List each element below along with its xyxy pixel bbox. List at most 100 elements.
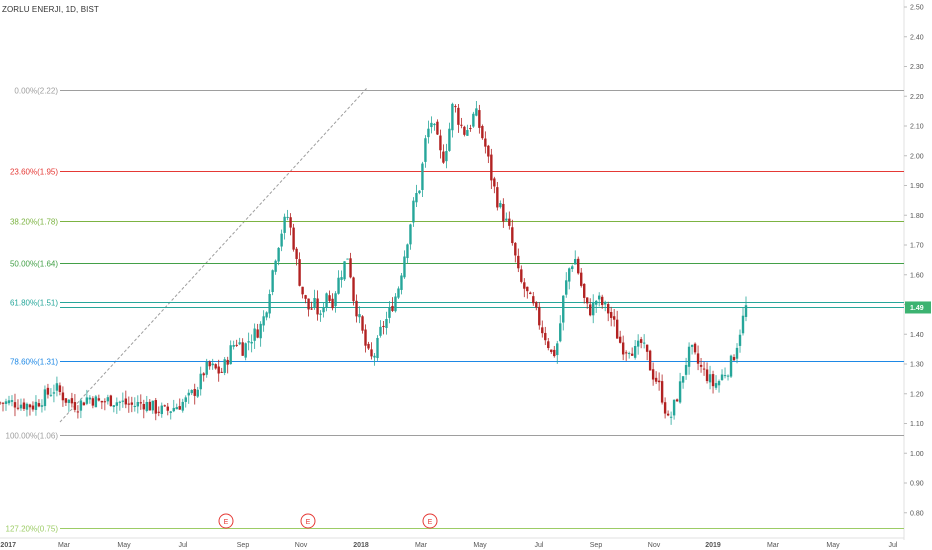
candle-body	[274, 260, 277, 272]
earnings-marker[interactable]: E	[218, 513, 234, 529]
candle-body	[220, 371, 223, 373]
y-tick-label: 2.50	[910, 5, 924, 12]
candle-body	[693, 343, 697, 353]
candle-body	[406, 244, 409, 259]
candle-body	[699, 364, 703, 367]
y-tick-label: 1.00	[910, 451, 924, 458]
candle-body	[124, 398, 128, 405]
x-tick-label: Nov	[648, 542, 661, 549]
candle-body	[559, 323, 562, 342]
candle-body	[442, 151, 445, 163]
candle-body	[31, 405, 35, 410]
candle-body	[115, 402, 119, 406]
candle-body	[657, 380, 661, 383]
candle-body	[412, 200, 415, 223]
candle-body	[49, 394, 53, 396]
candle-body	[648, 350, 652, 371]
candle-body	[505, 218, 508, 221]
candle-body	[744, 305, 748, 317]
x-tick-label: May	[826, 542, 840, 549]
candle-body	[741, 315, 745, 334]
candle-body	[571, 266, 574, 270]
candle-body	[223, 359, 226, 373]
candle-body	[52, 392, 56, 394]
last-price-badge	[905, 301, 931, 314]
candle-body	[568, 268, 571, 282]
candle-body	[502, 203, 505, 222]
candle-body	[268, 293, 271, 314]
candle-body	[592, 302, 595, 316]
x-tick-label: Jul	[179, 542, 188, 549]
y-tick-label: 2.40	[910, 34, 924, 41]
candle-body	[382, 325, 385, 328]
fib-level-label: 23.60%(1.95)	[10, 168, 58, 177]
candle-body	[729, 355, 733, 377]
x-tick-label: Mar	[58, 542, 71, 549]
x-tick-label: Sep	[237, 542, 250, 549]
candle-body	[726, 375, 730, 377]
candle-body	[58, 385, 62, 393]
candle-body	[705, 369, 709, 382]
candle-body	[675, 399, 679, 402]
candle-body	[535, 302, 538, 308]
earnings-marker-circle	[422, 513, 438, 529]
candle-body	[702, 368, 706, 370]
earnings-marker[interactable]: E	[422, 513, 438, 529]
candle-body	[139, 402, 143, 404]
candle-body	[43, 389, 47, 407]
candle-body	[307, 298, 310, 310]
candle-body	[511, 227, 514, 244]
candle-body	[265, 312, 268, 318]
candle-body	[391, 305, 394, 311]
candle-body	[10, 400, 14, 402]
candle-body	[259, 323, 262, 339]
candle-body	[472, 113, 475, 127]
candle-body	[690, 344, 694, 347]
candle-body	[484, 138, 487, 147]
candle-body	[589, 304, 592, 316]
candle-body	[346, 258, 349, 260]
candle-body	[475, 108, 478, 116]
x-tick-label: Mar	[767, 542, 780, 549]
candles	[0, 100, 748, 425]
candle-body	[577, 258, 580, 274]
candle-body	[493, 178, 496, 187]
candle-body	[388, 307, 391, 318]
candle-body	[214, 364, 217, 369]
y-tick-label: 2.30	[910, 64, 924, 71]
candle-body	[82, 402, 86, 406]
candle-body	[529, 292, 532, 295]
candle-body	[64, 398, 68, 403]
candle-body	[61, 392, 65, 401]
candle-body	[361, 316, 364, 331]
earnings-marker[interactable]: E	[300, 513, 316, 529]
time-axis: 2017 Mar May Jul Sep Nov 2018 Mar May Jul Sep Nov 20…	[0, 542, 897, 549]
candle-body	[681, 376, 685, 383]
candle-body	[487, 145, 490, 157]
candle-body	[34, 401, 38, 410]
earnings-marker-circle	[300, 513, 316, 529]
candle-body	[645, 344, 649, 352]
candle-body	[364, 329, 367, 346]
candle-body	[136, 401, 140, 407]
candle-body	[636, 340, 640, 347]
candle-body	[562, 295, 565, 323]
candle-body	[235, 344, 238, 346]
candle-body	[720, 374, 724, 381]
candle-body	[355, 300, 358, 317]
candle-body	[463, 126, 466, 135]
candle-body	[520, 269, 523, 282]
x-tick-label: May	[473, 542, 487, 549]
candle-body	[256, 329, 259, 338]
candle-body	[85, 397, 89, 404]
candle-body	[499, 203, 502, 208]
candle-body	[394, 296, 397, 312]
candle-body	[708, 374, 712, 383]
candle-body	[229, 345, 232, 365]
candle-body	[723, 375, 727, 377]
y-tick-label: 0.80	[910, 510, 924, 517]
y-tick-label: 2.10	[910, 124, 924, 131]
candle-body	[400, 275, 403, 290]
